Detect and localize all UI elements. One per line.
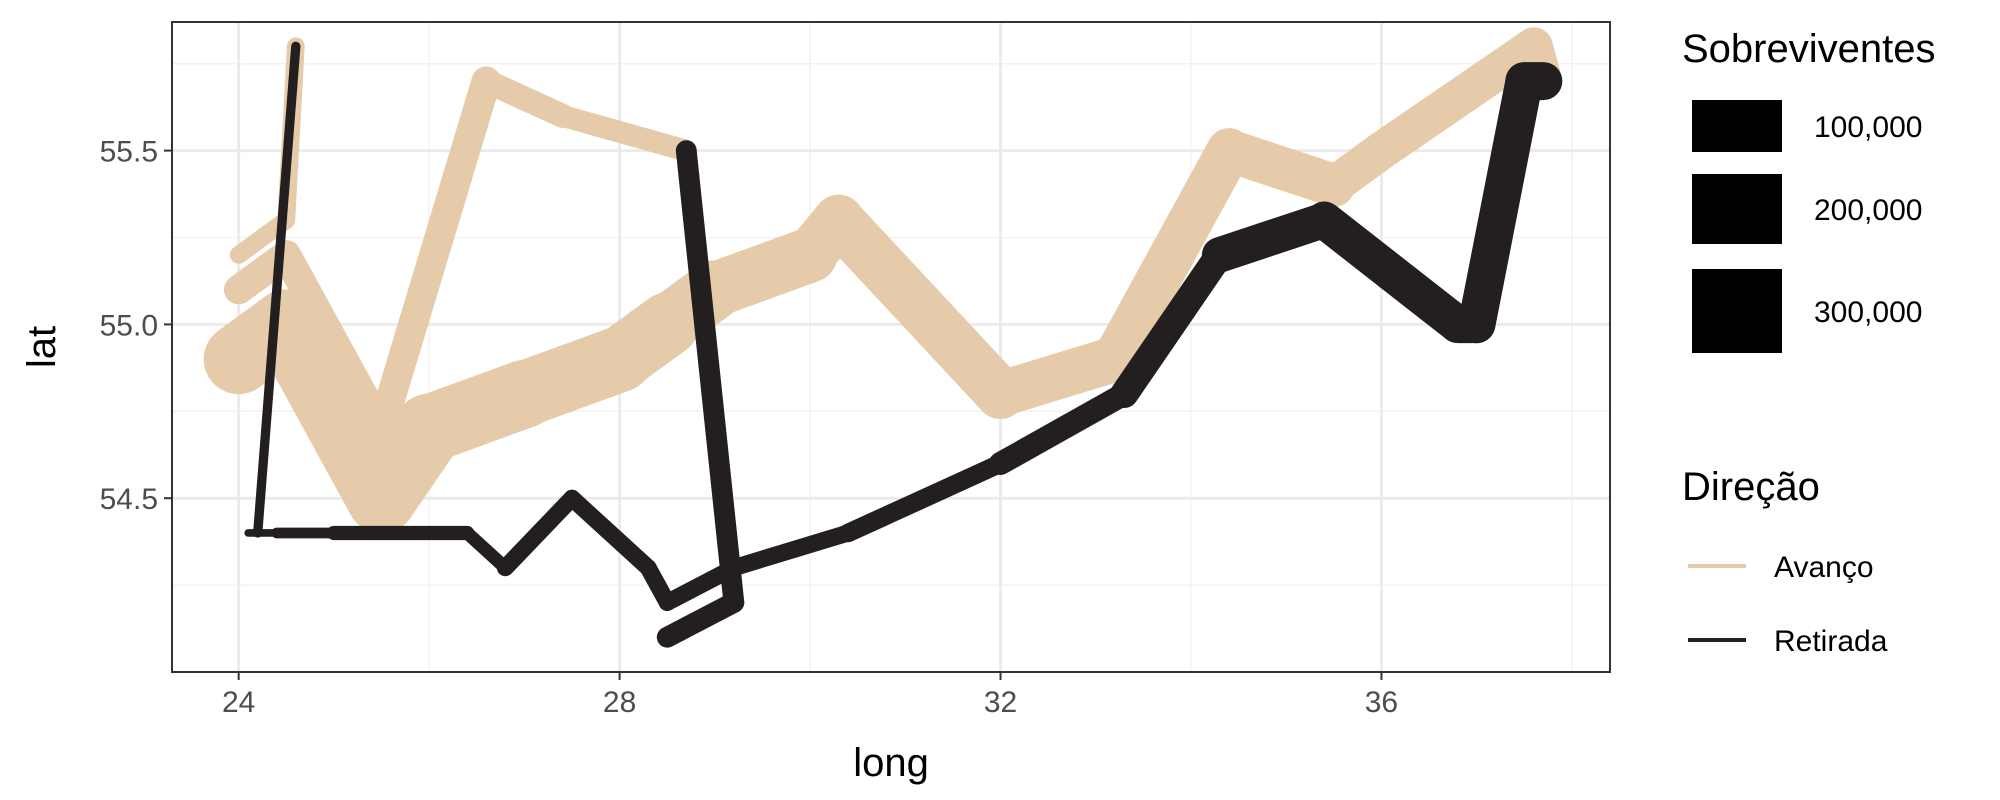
series-layer [203, 27, 1563, 648]
size-legend-label: 200,000 [1814, 194, 1922, 227]
path-segment [838, 454, 1010, 543]
path-segment [1092, 128, 1252, 382]
size-legend-label: 300,000 [1814, 296, 1922, 329]
path-segment [725, 524, 857, 577]
path-segment [460, 526, 512, 575]
path-segment [813, 195, 1026, 420]
color-legend-label: Avanço [1774, 551, 1874, 584]
path-segment [1110, 240, 1234, 409]
series-retirada-path [253, 41, 301, 538]
axis-layer: 24 28 32 36 54.5 55.0 55.5 [100, 136, 1399, 719]
path-segment [1362, 27, 1553, 170]
size-legend-key [1692, 100, 1782, 152]
path-segment [988, 382, 1136, 475]
x-axis-title: long [853, 741, 929, 785]
x-tick-label: 28 [603, 686, 636, 719]
path-segment [675, 140, 745, 613]
path-segment [474, 69, 575, 128]
path-segment [656, 592, 745, 648]
path-segment [271, 240, 397, 444]
y-tick-label: 55.5 [100, 136, 158, 169]
path-segment [551, 104, 698, 162]
y-axis-title: lat [20, 326, 64, 368]
size-legend-key [1692, 269, 1782, 353]
series-retirada-path [656, 140, 745, 648]
x-tick-label: 36 [1365, 686, 1398, 719]
path-segment [563, 489, 657, 577]
path-segment [1457, 62, 1544, 344]
x-tick-label: 32 [984, 686, 1017, 719]
path-segment [1201, 202, 1343, 273]
size-legend-title: Sobreviventes [1682, 27, 1935, 71]
size-legend-keys: 100,000 200,000 300,000 [1692, 100, 1922, 353]
series-retirada-path [244, 62, 1563, 611]
path-segment [496, 489, 581, 577]
y-tick-label: 55.0 [100, 309, 158, 342]
color-legend-keys: Avanço Retirada [1688, 551, 1888, 658]
panel-border [171, 21, 1611, 673]
size-legend-label: 100,000 [1814, 111, 1922, 144]
series-avano-path [203, 27, 1563, 534]
path-segment [253, 41, 301, 538]
color-legend-label: Retirada [1774, 625, 1888, 658]
size-legend-key [1692, 174, 1782, 244]
color-legend-title: Direção [1682, 465, 1820, 509]
path-segment [1305, 201, 1477, 344]
x-tick-label: 24 [222, 686, 255, 719]
legend: Sobreviventes 100,000 200,000 300,000 Dire… [1682, 27, 1935, 658]
y-tick-label: 54.5 [100, 483, 158, 516]
path-segment [366, 66, 501, 444]
